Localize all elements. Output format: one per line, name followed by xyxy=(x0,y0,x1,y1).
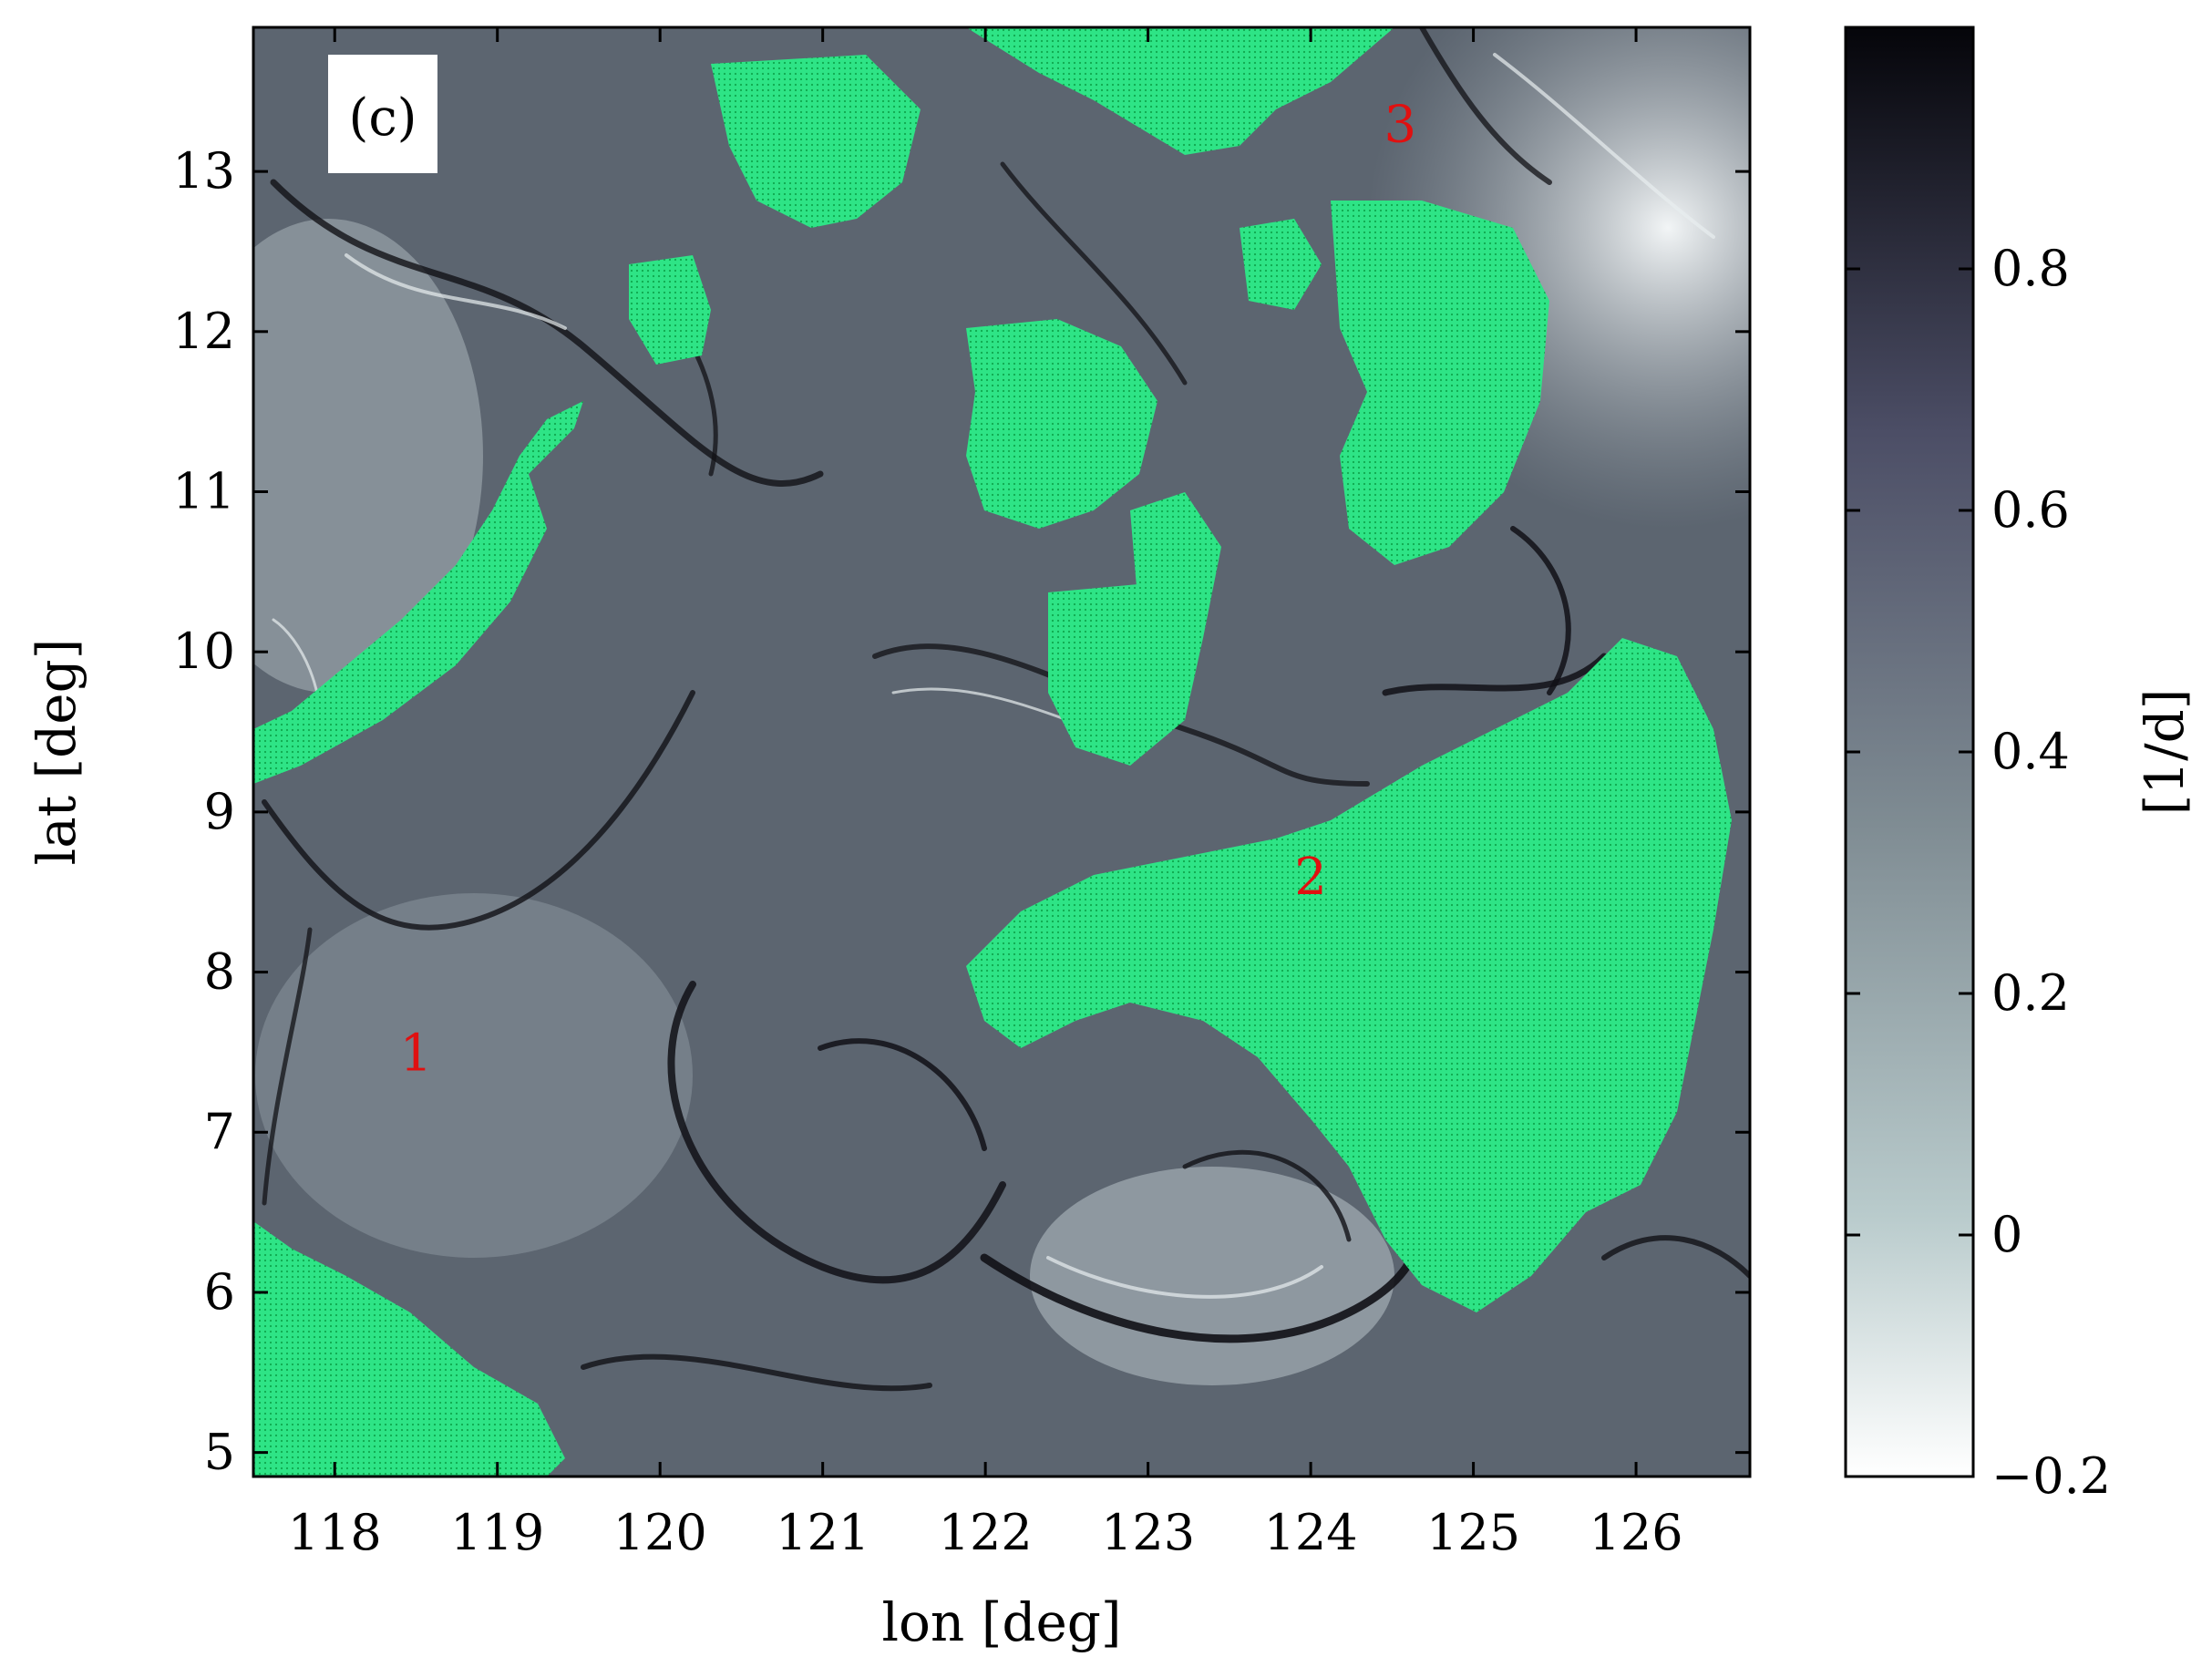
y-tick-label: 12 xyxy=(172,303,235,360)
colorbar-tick-label: 0.2 xyxy=(1991,964,2070,1022)
colorbar-tick-label: 0.6 xyxy=(1991,481,2070,539)
y-tick-label: 13 xyxy=(172,142,235,200)
x-tick-label: 123 xyxy=(1101,1504,1195,1561)
land-mindanao xyxy=(966,638,1732,1312)
x-tick-label: 125 xyxy=(1426,1504,1520,1561)
y-tick-label: 9 xyxy=(204,783,235,840)
colorbar-tick-label: 0.4 xyxy=(1991,723,2070,780)
map-panel: (c) 1 2 3 xyxy=(253,27,1750,1477)
panel-label: (c) xyxy=(348,88,417,148)
x-tick-label: 120 xyxy=(613,1504,707,1561)
x-tick-label: 119 xyxy=(450,1504,544,1561)
y-tick-label: 7 xyxy=(204,1103,235,1160)
land-masses xyxy=(253,27,1732,1477)
colorbar-tick-label: −0.2 xyxy=(1991,1447,2111,1505)
colorbar-tick-label: 0.8 xyxy=(1991,240,2070,297)
land-luzon-south xyxy=(711,55,921,228)
region-marker-3: 3 xyxy=(1384,95,1416,154)
y-tick-label: 6 xyxy=(204,1263,235,1321)
land-bicol xyxy=(966,27,1394,155)
land-cebu-bohol xyxy=(1048,583,1203,766)
land-samar-leyte xyxy=(1331,201,1549,565)
land-mindoro xyxy=(629,255,711,365)
pale-eddy-south xyxy=(1030,1167,1394,1385)
y-tick-label: 5 xyxy=(204,1424,235,1481)
colorbar xyxy=(1844,26,1975,1478)
pale-field-west xyxy=(253,219,483,693)
x-tick-label: 122 xyxy=(939,1504,1033,1561)
land-palawan-north xyxy=(253,401,583,784)
colorbar-label: [1/d] xyxy=(2134,689,2196,816)
region-marker-2: 2 xyxy=(1294,848,1327,907)
panel-label-box xyxy=(328,55,437,173)
y-tick-label: 11 xyxy=(172,463,235,520)
y-tick-label: 8 xyxy=(204,943,235,1001)
x-tick-label: 121 xyxy=(776,1504,869,1561)
map-frame xyxy=(252,26,1752,1478)
colorbar-tick-label: 0 xyxy=(1991,1206,2022,1263)
y-axis-label: lat [deg] xyxy=(26,639,87,866)
pale-field-southwest xyxy=(255,893,693,1258)
region-marker-1: 1 xyxy=(400,1024,433,1083)
x-axis-label: lon [deg] xyxy=(881,1591,1121,1653)
x-tick-label: 126 xyxy=(1590,1504,1683,1561)
y-tick-label: 10 xyxy=(172,623,235,680)
x-tick-label: 124 xyxy=(1264,1504,1358,1561)
land-borneo-north xyxy=(253,1221,565,1477)
x-tick-label: 118 xyxy=(288,1504,382,1561)
land-panay xyxy=(966,319,1157,529)
land-masbate xyxy=(1240,219,1322,310)
